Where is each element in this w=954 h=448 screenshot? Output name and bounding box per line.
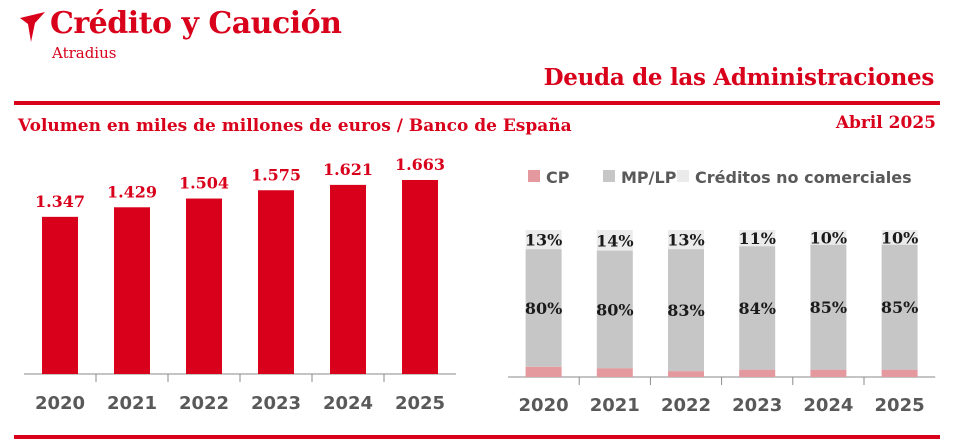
segment-2022-0 bbox=[668, 371, 704, 377]
bar-value-label: 1.429 bbox=[107, 182, 157, 201]
segment-percent-label: 13% bbox=[525, 231, 562, 250]
x-tick-label: 2024 bbox=[323, 393, 373, 414]
segment-2022-2 bbox=[668, 230, 704, 250]
legend-swatch bbox=[677, 170, 689, 182]
segment-2021-0 bbox=[596, 368, 633, 377]
x-tick-label: 2025 bbox=[875, 395, 925, 416]
segment-percent-label: 85% bbox=[810, 298, 847, 317]
segment-2025-1 bbox=[881, 244, 918, 370]
x-tick-label: 2023 bbox=[732, 395, 782, 416]
segment-2024-0 bbox=[810, 369, 847, 377]
legend-label: CP bbox=[546, 168, 570, 187]
segment-2023-2 bbox=[739, 230, 776, 247]
bar-2020 bbox=[42, 216, 78, 374]
report-date: Abril 2025 bbox=[835, 113, 936, 133]
bar-2025 bbox=[402, 179, 438, 374]
segment-2020-2 bbox=[525, 230, 562, 250]
x-tick-label: 2022 bbox=[661, 395, 711, 416]
x-tick-label: 2022 bbox=[179, 393, 229, 414]
segment-2022-1 bbox=[668, 249, 704, 372]
bar-2024 bbox=[330, 184, 366, 374]
footer-divider bbox=[14, 435, 940, 439]
segment-2023-0 bbox=[739, 369, 776, 377]
bar-2023 bbox=[258, 190, 294, 374]
atradius-logo-icon bbox=[20, 12, 45, 42]
segment-2020-1 bbox=[525, 249, 562, 367]
segment-2023-1 bbox=[739, 246, 776, 370]
segment-2021-1 bbox=[596, 250, 633, 369]
bar-value-label: 1.347 bbox=[35, 192, 85, 211]
legend-label: Créditos no comerciales bbox=[695, 168, 912, 187]
brand-subtitle: Atradius bbox=[52, 44, 117, 62]
segment-percent-label: 83% bbox=[667, 301, 704, 320]
x-tick-label: 2020 bbox=[519, 395, 569, 416]
x-tick-label: 2025 bbox=[395, 393, 445, 414]
x-tick-label: 2023 bbox=[251, 393, 301, 414]
segment-2025-0 bbox=[881, 369, 918, 377]
bar-2021 bbox=[114, 207, 150, 374]
segment-percent-label: 14% bbox=[596, 231, 633, 250]
segment-percent-label: 85% bbox=[881, 298, 918, 317]
segment-percent-label: 80% bbox=[596, 300, 633, 319]
legend-swatch bbox=[528, 170, 540, 182]
segment-percent-label: 84% bbox=[738, 299, 775, 318]
segment-percent-label: 13% bbox=[667, 231, 704, 250]
segment-2024-1 bbox=[810, 244, 847, 370]
segment-2021-2 bbox=[596, 230, 633, 251]
x-tick-label: 2021 bbox=[590, 395, 640, 416]
total-debt-bar-chart: 1.347 2020 1.429 2021 1.504 2022 1.575 2023 1.62… bbox=[24, 155, 456, 414]
bar-value-label: 1.504 bbox=[179, 174, 229, 193]
segment-2024-2 bbox=[810, 230, 847, 245]
x-tick-label: 2024 bbox=[803, 395, 853, 416]
report-title: Deuda de las Administraciones bbox=[543, 64, 935, 91]
bar-value-label: 1.575 bbox=[251, 165, 301, 184]
header-divider bbox=[14, 101, 940, 105]
segment-percent-label: 11% bbox=[738, 229, 775, 248]
segment-percent-label: 10% bbox=[810, 228, 847, 247]
segment-percent-label: 10% bbox=[881, 228, 918, 247]
legend-label: MP/LP bbox=[621, 168, 677, 187]
bar-2022 bbox=[186, 198, 222, 374]
segment-2020-0 bbox=[525, 366, 562, 377]
legend-swatch bbox=[603, 170, 615, 182]
brand-name: Crédito y Caución bbox=[50, 6, 342, 41]
chart-subtitle: Volumen en miles de millones de euros / … bbox=[18, 116, 572, 136]
segment-2025-2 bbox=[881, 230, 918, 245]
bar-value-label: 1.663 bbox=[395, 155, 445, 174]
x-tick-label: 2020 bbox=[35, 393, 85, 414]
segment-percent-label: 80% bbox=[525, 299, 562, 318]
x-tick-label: 2021 bbox=[107, 393, 157, 414]
bar-value-label: 1.621 bbox=[323, 160, 373, 179]
